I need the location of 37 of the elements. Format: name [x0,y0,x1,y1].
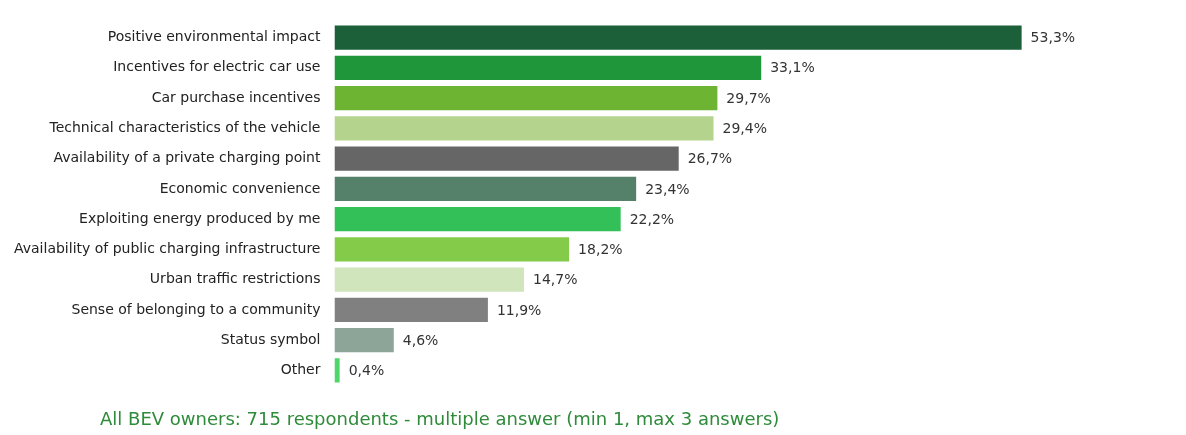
y-tick-label: Exploiting energy produced by me [79,209,321,226]
y-tick-label: Urban traffic restrictions [149,270,321,287]
data-label: 29,7% [726,89,771,106]
bar [334,116,714,141]
y-tick-label: Sense of belonging to a community [71,300,321,317]
bar [334,55,762,80]
bar [334,358,340,383]
bar [334,328,394,353]
bar [334,85,718,111]
y-tick-label: Other [280,361,321,378]
y-tick-label: Status symbol [220,330,321,347]
data-label: 4,6% [402,331,439,348]
bar [334,146,679,171]
bar [334,176,637,201]
data-label: 0,4% [348,362,385,379]
bar [334,297,488,323]
data-label: 14,7% [532,271,578,288]
bar [334,267,524,292]
data-label: 29,4% [722,119,767,136]
bar [334,25,1022,50]
y-tick-label: Availability of a private charging point [53,149,321,166]
y-tick-label: Incentives for electric car use [113,58,321,75]
data-label: 26,7% [687,150,733,167]
y-tick-label: Car purchase incentives [151,88,321,105]
y-tick-label: Availability of public charging infrastructure [14,240,321,257]
data-label: 53,3% [1030,29,1076,46]
data-label: 18,2% [578,241,623,258]
bar [334,207,621,232]
y-tick-label: Economic convenience [159,179,321,196]
data-label: 22,2% [629,210,675,227]
data-label: 11,9% [496,301,542,318]
data-label: 23,4% [645,180,690,197]
bar [334,237,570,262]
data-label: 33,1% [770,59,815,76]
y-tick-label: Technical characteristics of the vehicle [48,118,321,135]
y-tick-label: Positive environmental impact [107,28,321,45]
text: All BEV owners: 715 respondents - multiple answer (min 1, max 3 answers) [100,408,781,429]
